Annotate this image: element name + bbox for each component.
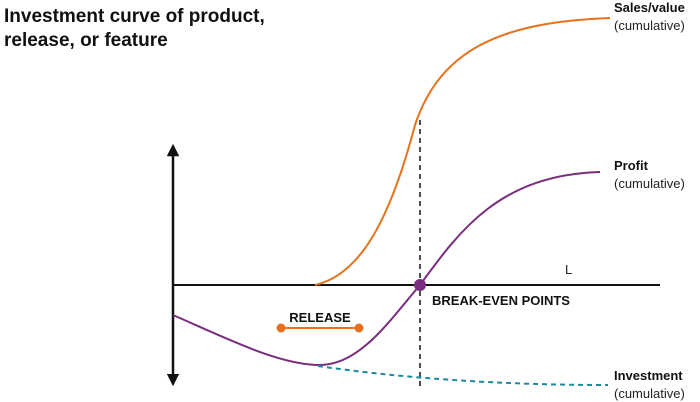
axis-label: L <box>565 262 572 277</box>
sales-curve <box>314 17 611 286</box>
investment-label: Investment <box>614 368 683 383</box>
profit-sublabel: (cumulative) <box>614 176 685 191</box>
title-line: release, or feature <box>4 30 168 51</box>
break-even-point <box>414 279 426 291</box>
release-end <box>354 323 364 333</box>
investment-sublabel: (cumulative) <box>614 386 685 401</box>
release-start <box>276 323 286 333</box>
sales-sublabel: (cumulative) <box>614 18 685 33</box>
sales-label: Sales/value <box>614 0 685 15</box>
break-even-label: BREAK-EVEN POINTS <box>432 293 570 308</box>
investment-curve <box>317 365 609 386</box>
release-label: RELEASE <box>289 310 351 325</box>
title-line: Investment curve of product, <box>4 6 265 27</box>
profit-label: Profit <box>614 158 649 173</box>
profit-curve <box>172 171 601 367</box>
